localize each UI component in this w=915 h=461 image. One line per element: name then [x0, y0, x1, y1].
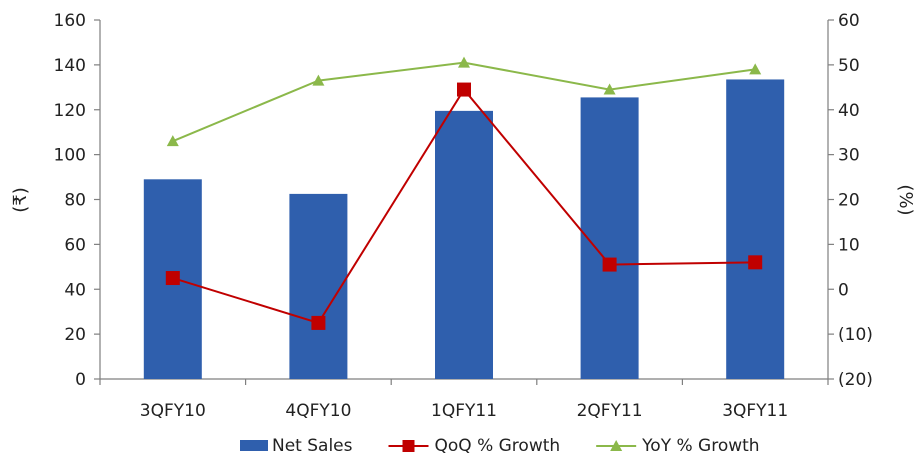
square-marker: [311, 315, 326, 330]
x-tick-label: 3QFY10: [140, 401, 206, 421]
y-right-tick-label: 50: [838, 56, 860, 76]
y-left-tick-label: 0: [75, 370, 86, 390]
square-marker: [165, 271, 180, 286]
legend-swatch-marker: [402, 440, 415, 452]
legend-label: QoQ % Growth: [435, 436, 561, 456]
y-left-tick-label: 80: [64, 191, 86, 211]
line-series: [165, 56, 763, 330]
y-right-tick-label: 60: [838, 11, 860, 31]
legend-swatch-marker: [610, 440, 623, 451]
y-right-tick-label: 30: [838, 146, 860, 166]
bar: [726, 79, 785, 379]
y-left-axis-label: (₹): [10, 187, 31, 213]
y-right-tick-label: 0: [838, 280, 849, 300]
bar: [289, 193, 348, 379]
y-left-tick-label: 120: [54, 101, 86, 121]
triangle-marker: [603, 83, 616, 95]
triangle-marker: [166, 135, 179, 147]
y-right-tick-label: 10: [838, 235, 860, 255]
bar: [580, 97, 639, 380]
y-left-tick-label: 100: [54, 146, 86, 166]
y-right-axis-label: (%): [895, 184, 915, 215]
x-tick-label: 2QFY11: [577, 401, 643, 421]
x-tick-label: 4QFY10: [285, 401, 351, 421]
legend-label: YoY % Growth: [641, 436, 759, 456]
triangle-marker: [458, 56, 470, 68]
bar: [435, 110, 493, 379]
square-marker: [457, 82, 471, 97]
y-right-tick-label: (10): [838, 325, 873, 345]
y-right-tick-label: 40: [838, 101, 860, 121]
x-tick-label: 1QFY11: [431, 401, 497, 421]
y-left-tick-label: 160: [54, 11, 86, 31]
y-left-tick-label: 140: [54, 56, 86, 76]
square-marker: [748, 255, 763, 270]
legend-item: QoQ % Growth: [388, 436, 561, 456]
y-right-tick-label: (20): [838, 370, 873, 390]
axes: 0 20 40 60 80 100 120 140 160 (20) (10) 0 10 20 30 40 50…: [54, 11, 873, 421]
legend-swatch-bar: [240, 440, 268, 451]
square-marker: [602, 257, 617, 272]
legend-item: Net Sales: [240, 436, 353, 456]
y-left-tick-label: 40: [64, 280, 86, 300]
triangle-marker: [312, 74, 325, 86]
y-right-tick-label: 20: [838, 191, 860, 211]
legend-label: Net Sales: [272, 436, 353, 456]
y-left-tick-label: 60: [64, 235, 86, 255]
triangle-marker: [749, 63, 762, 75]
legend: Net Sales QoQ % Growth YoY % Growth: [240, 436, 760, 456]
bar-series: [143, 79, 785, 380]
x-tick-label: 3QFY11: [722, 401, 788, 421]
y-left-tick-label: 20: [64, 325, 86, 345]
legend-item: YoY % Growth: [596, 436, 760, 456]
